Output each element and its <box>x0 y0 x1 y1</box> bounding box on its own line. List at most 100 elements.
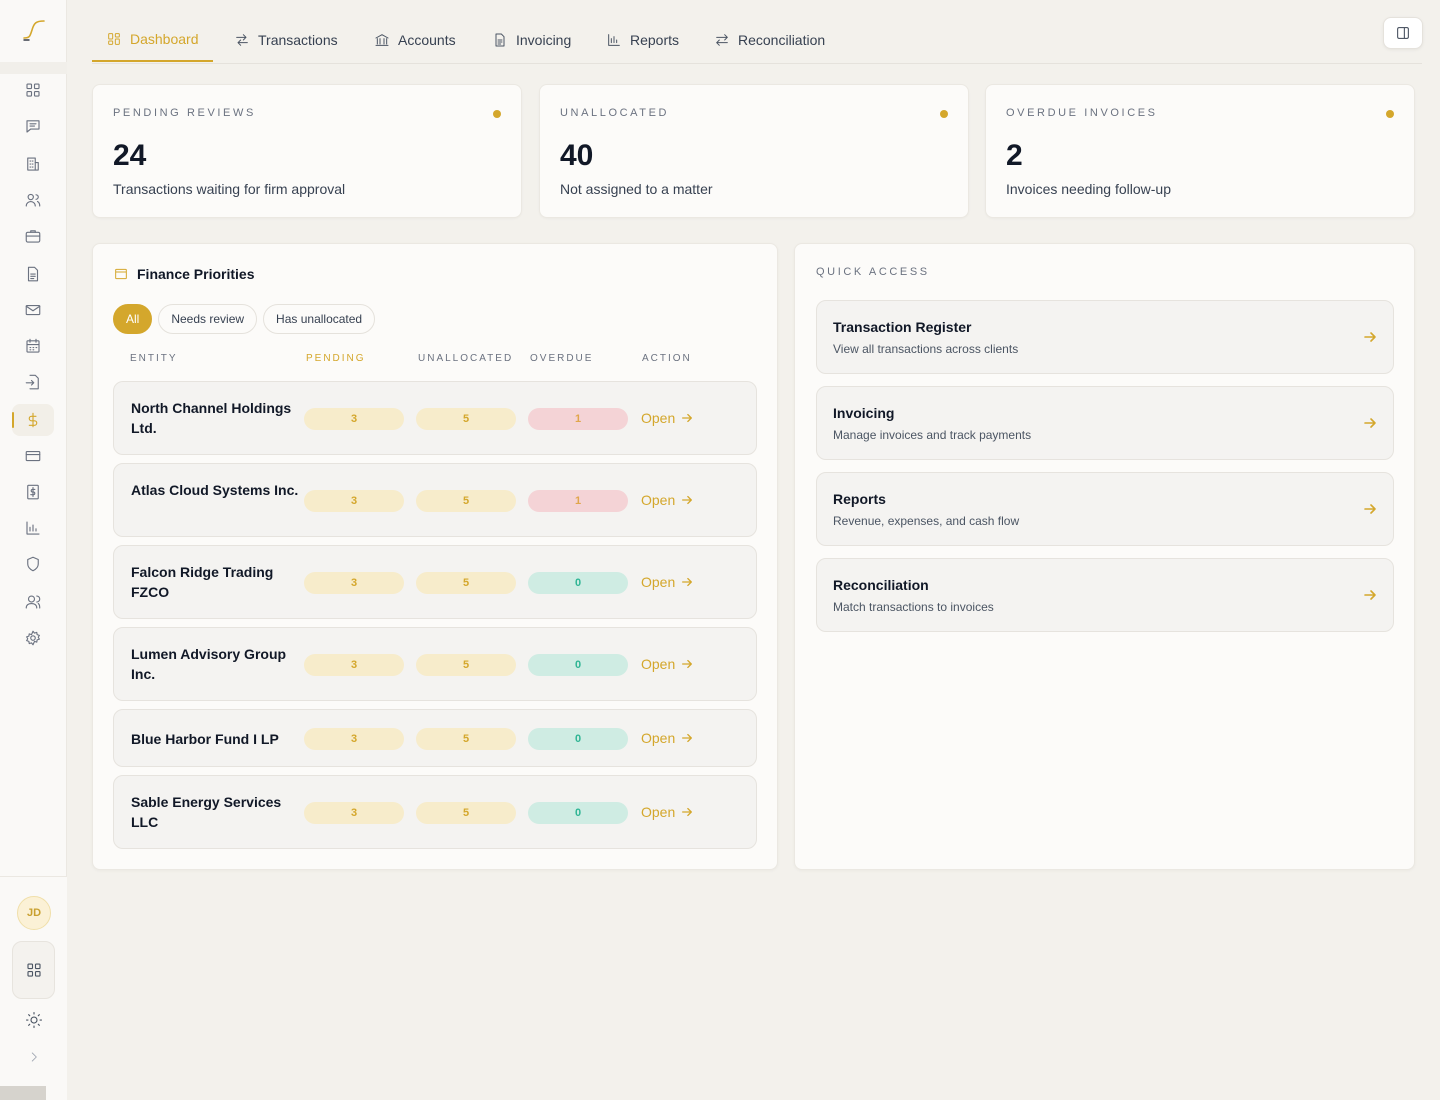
quick-access-item[interactable]: Transaction Register View all transaction… <box>816 300 1394 374</box>
column-header-pending[interactable]: PENDING <box>306 353 366 364</box>
grid-icon[interactable] <box>12 74 54 106</box>
overdue-count-badge: 0 <box>528 654 628 676</box>
briefcase-icon[interactable] <box>12 220 54 252</box>
overdue-count-badge: 0 <box>528 572 628 594</box>
pending-count-badge: 3 <box>304 572 404 594</box>
users-icon[interactable] <box>12 184 54 216</box>
expand-sidebar-button[interactable] <box>22 1045 46 1069</box>
table-row[interactable]: Atlas Cloud Systems Inc. 3 5 1 Open <box>113 463 757 537</box>
quick-access-subtitle: Match transactions to invoices <box>833 600 994 614</box>
pending-count-badge: 3 <box>304 408 404 430</box>
tab-label: Transactions <box>258 32 338 48</box>
tab-transactions[interactable]: Transactions <box>220 18 352 62</box>
table-row[interactable]: Lumen Advisory Group Inc. 3 5 0 Open <box>113 627 757 701</box>
inbox-icon <box>115 268 127 280</box>
arrow-right-icon <box>1363 416 1377 430</box>
column-header-entity[interactable]: ENTITY <box>130 353 178 364</box>
open-link[interactable]: Open <box>641 804 693 820</box>
column-header-overdue[interactable]: OVERDUE <box>530 353 594 364</box>
theme-toggle[interactable] <box>22 1008 46 1032</box>
open-link[interactable]: Open <box>641 574 693 590</box>
open-link-label: Open <box>641 804 676 820</box>
open-link[interactable]: Open <box>641 730 693 746</box>
logo[interactable] <box>20 16 48 44</box>
column-header-action: ACTION <box>642 353 692 364</box>
column-header-unallocated[interactable]: UNALLOCATED <box>418 353 514 364</box>
table-row[interactable]: Falcon Ridge Trading FZCO 3 5 0 Open <box>113 545 757 619</box>
table-row[interactable]: North Channel Holdings Ltd. 3 5 1 Open <box>113 381 757 455</box>
swap-icon <box>716 34 728 46</box>
building-icon[interactable] <box>12 148 54 180</box>
filter-needs-review[interactable]: Needs review <box>158 304 258 334</box>
quick-access-panel: QUICK ACCESS Transaction Register View al… <box>794 243 1415 870</box>
quick-access-title: Transaction Register <box>833 319 972 335</box>
mail-icon[interactable] <box>12 294 54 326</box>
table-row[interactable]: Sable Energy Services LLC 3 5 0 Open <box>113 775 757 849</box>
open-link-label: Open <box>641 492 676 508</box>
dollar-icon[interactable] <box>12 404 54 436</box>
arrow-right-icon <box>682 495 693 505</box>
quick-access-item[interactable]: Reports Revenue, expenses, and cash flow <box>816 472 1394 546</box>
filter-all[interactable]: All <box>113 304 153 334</box>
calendar-icon[interactable] <box>12 330 54 362</box>
open-link-label: Open <box>641 656 676 672</box>
tab-dashboard[interactable]: Dashboard <box>92 18 213 62</box>
pending-count-badge: 3 <box>304 490 404 512</box>
open-link[interactable]: Open <box>641 656 693 672</box>
stat-card-unallocated[interactable]: UNALLOCATED 40 Not assigned to a matter <box>539 84 969 218</box>
entity-name: North Channel Holdings Ltd. <box>131 400 292 436</box>
shield-icon[interactable] <box>12 548 54 580</box>
grid-icon <box>26 963 41 977</box>
table-row[interactable]: Blue Harbor Fund I LP 3 5 0 Open <box>113 709 757 767</box>
entity-name: Sable Energy Services LLC <box>131 794 282 830</box>
invoice-dollar-icon[interactable] <box>12 476 54 508</box>
stat-value: 24 <box>113 139 147 172</box>
panel-toggle-button[interactable] <box>1383 17 1423 49</box>
tab-reconciliation[interactable]: Reconciliation <box>700 18 839 62</box>
avatar[interactable]: JD <box>17 896 51 930</box>
tab-reports[interactable]: Reports <box>592 18 693 62</box>
open-link-label: Open <box>641 730 676 746</box>
open-link-label: Open <box>641 410 676 426</box>
chart-icon[interactable] <box>12 512 54 544</box>
tab-label: Accounts <box>398 32 456 48</box>
stat-description: Invoices needing follow-up <box>1006 181 1171 197</box>
pending-count-badge: 3 <box>304 728 404 750</box>
filter-has-unallocated[interactable]: Has unallocated <box>263 304 376 334</box>
bank-icon <box>375 34 389 46</box>
messages-icon[interactable] <box>12 110 54 142</box>
open-link[interactable]: Open <box>641 410 693 426</box>
stat-card-pending-reviews[interactable]: PENDING REVIEWS 24 Transactions waiting … <box>92 84 522 218</box>
quick-access-item[interactable]: Reconciliation Match transactions to invo… <box>816 558 1394 632</box>
sidebar-divider <box>0 62 67 74</box>
contacts-icon[interactable] <box>12 586 54 618</box>
stat-label: PENDING REVIEWS <box>113 107 256 119</box>
stat-description: Not assigned to a matter <box>560 181 713 197</box>
arrow-right-icon <box>1363 502 1377 516</box>
tab-invoicing[interactable]: Invoicing <box>478 18 585 62</box>
import-icon[interactable] <box>12 366 54 398</box>
status-dot <box>493 110 501 118</box>
stat-description: Transactions waiting for firm approval <box>113 181 346 197</box>
stat-card-overdue-invoices[interactable]: OVERDUE INVOICES 2 Invoices needing foll… <box>985 84 1415 218</box>
open-link[interactable]: Open <box>641 492 693 508</box>
overdue-count-badge: 1 <box>528 490 628 512</box>
entity-name: Blue Harbor Fund I LP <box>131 731 279 747</box>
tab-accounts[interactable]: Accounts <box>360 18 470 62</box>
unallocated-count-badge: 5 <box>416 654 516 676</box>
stat-label: UNALLOCATED <box>560 107 670 119</box>
quick-access-subtitle: Revenue, expenses, and cash flow <box>833 514 1020 528</box>
credit-card-icon[interactable] <box>12 440 54 472</box>
arrow-right-icon <box>682 733 693 743</box>
apps-button[interactable] <box>12 941 55 999</box>
quick-access-item[interactable]: Invoicing Manage invoices and track payme… <box>816 386 1394 460</box>
unallocated-count-badge: 5 <box>416 728 516 750</box>
settings-icon[interactable] <box>12 622 54 654</box>
scrollbar[interactable] <box>0 1086 46 1100</box>
file-icon[interactable] <box>12 258 54 290</box>
stat-label: OVERDUE INVOICES <box>1006 107 1158 119</box>
arrow-right-icon <box>1363 330 1377 344</box>
tab-label: Reconciliation <box>738 32 826 48</box>
tab-label: Invoicing <box>516 32 572 48</box>
pending-count-badge: 3 <box>304 802 404 824</box>
